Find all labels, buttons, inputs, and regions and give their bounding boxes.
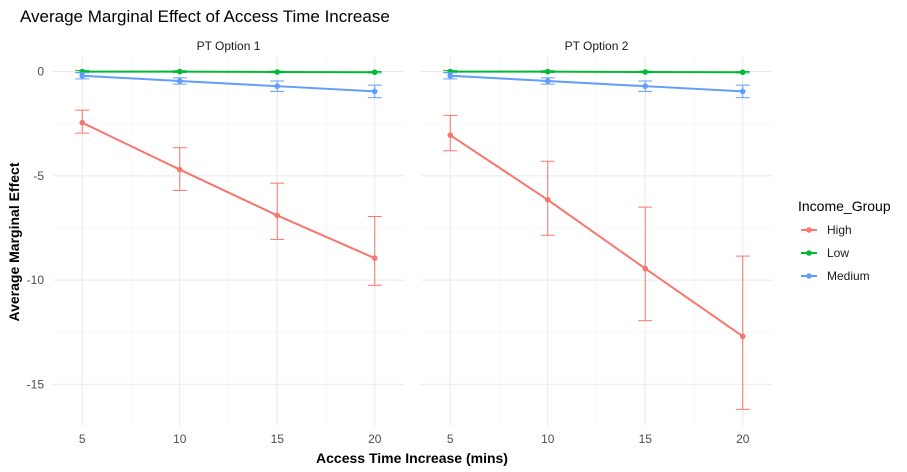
data-point bbox=[642, 83, 649, 89]
x-tick-label: 15 bbox=[271, 432, 285, 446]
y-tick-label: -10 bbox=[27, 273, 45, 287]
series-medium bbox=[75, 72, 382, 99]
legend-key-point bbox=[806, 250, 812, 256]
series-line bbox=[449, 134, 744, 338]
data-point bbox=[642, 265, 649, 272]
data-point bbox=[79, 72, 86, 79]
series-line bbox=[450, 74, 743, 93]
series-high bbox=[443, 114, 750, 410]
panel-strip-label: PT Option 2 bbox=[565, 39, 629, 53]
series-line bbox=[82, 70, 375, 74]
panels: PT Option 1 5 10 15 20 0 -5 -10 -15 PT Option 2 5 1… bbox=[27, 39, 772, 446]
data-point bbox=[371, 255, 378, 261]
x-tick-label: 20 bbox=[368, 432, 382, 446]
data-point bbox=[176, 68, 183, 75]
x-tick-label: 20 bbox=[736, 432, 750, 446]
error-bar bbox=[638, 206, 653, 322]
data-point bbox=[274, 83, 281, 89]
data-point bbox=[544, 78, 551, 84]
x-tick-label: 5 bbox=[447, 432, 454, 446]
legend-key-point bbox=[806, 273, 812, 279]
series-line bbox=[82, 74, 375, 93]
x-tick-label: 15 bbox=[639, 432, 653, 446]
error-bar bbox=[735, 255, 750, 410]
data-point bbox=[371, 88, 378, 95]
error-bar bbox=[367, 215, 382, 286]
x-axis-title: Access Time Increase (mins) bbox=[316, 450, 508, 466]
legend-label: High bbox=[827, 223, 852, 237]
data-point bbox=[79, 119, 86, 126]
data-point bbox=[544, 68, 551, 75]
panel-2: PT Option 2 5 10 15 20 bbox=[421, 39, 772, 446]
series-line bbox=[81, 121, 376, 260]
x-tick-label: 10 bbox=[173, 432, 187, 446]
series-line bbox=[450, 70, 743, 74]
data-point bbox=[447, 132, 454, 138]
legend-item-medium: Medium bbox=[801, 269, 870, 283]
legend-label: Medium bbox=[827, 269, 870, 283]
data-point bbox=[371, 69, 378, 76]
legend-key-point bbox=[806, 227, 812, 233]
chart-title: Average Marginal Effect of Access Time I… bbox=[20, 7, 390, 26]
y-tick-label: -15 bbox=[27, 377, 45, 391]
error-bar bbox=[270, 182, 285, 240]
x-tick-label: 10 bbox=[541, 432, 555, 446]
legend-item-high: High bbox=[801, 223, 852, 237]
data-point bbox=[739, 333, 746, 340]
x-tick-label: 5 bbox=[79, 432, 86, 446]
y-tick-label: 0 bbox=[37, 65, 44, 79]
data-point bbox=[739, 69, 746, 76]
y-tick-label: -5 bbox=[33, 169, 44, 183]
data-point bbox=[739, 88, 746, 95]
data-point bbox=[447, 72, 454, 79]
series-medium bbox=[443, 72, 750, 99]
data-point bbox=[274, 69, 281, 75]
data-point bbox=[544, 197, 551, 203]
data-point bbox=[274, 212, 281, 219]
legend-item-low: Low bbox=[801, 246, 849, 260]
series-low bbox=[75, 68, 382, 76]
panel-1: PT Option 1 5 10 15 20 0 -5 -10 -15 bbox=[27, 39, 404, 446]
y-axis-title: Average Marginal Effect bbox=[6, 162, 22, 321]
data-point bbox=[176, 166, 183, 173]
data-point bbox=[176, 78, 183, 84]
series-high bbox=[75, 109, 382, 286]
legend: Income_Group High Low Medium bbox=[798, 198, 891, 283]
legend-title: Income_Group bbox=[798, 198, 891, 214]
data-point bbox=[642, 69, 649, 75]
legend-label: Low bbox=[827, 246, 849, 260]
panel-strip-label: PT Option 1 bbox=[197, 39, 261, 53]
